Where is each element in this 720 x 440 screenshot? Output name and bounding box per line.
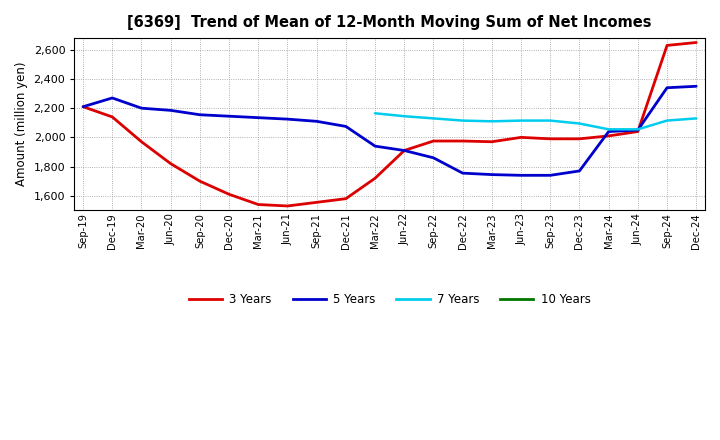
Y-axis label: Amount (million yen): Amount (million yen): [15, 62, 28, 187]
Title: [6369]  Trend of Mean of 12-Month Moving Sum of Net Incomes: [6369] Trend of Mean of 12-Month Moving …: [127, 15, 652, 30]
Legend: 3 Years, 5 Years, 7 Years, 10 Years: 3 Years, 5 Years, 7 Years, 10 Years: [184, 289, 595, 311]
